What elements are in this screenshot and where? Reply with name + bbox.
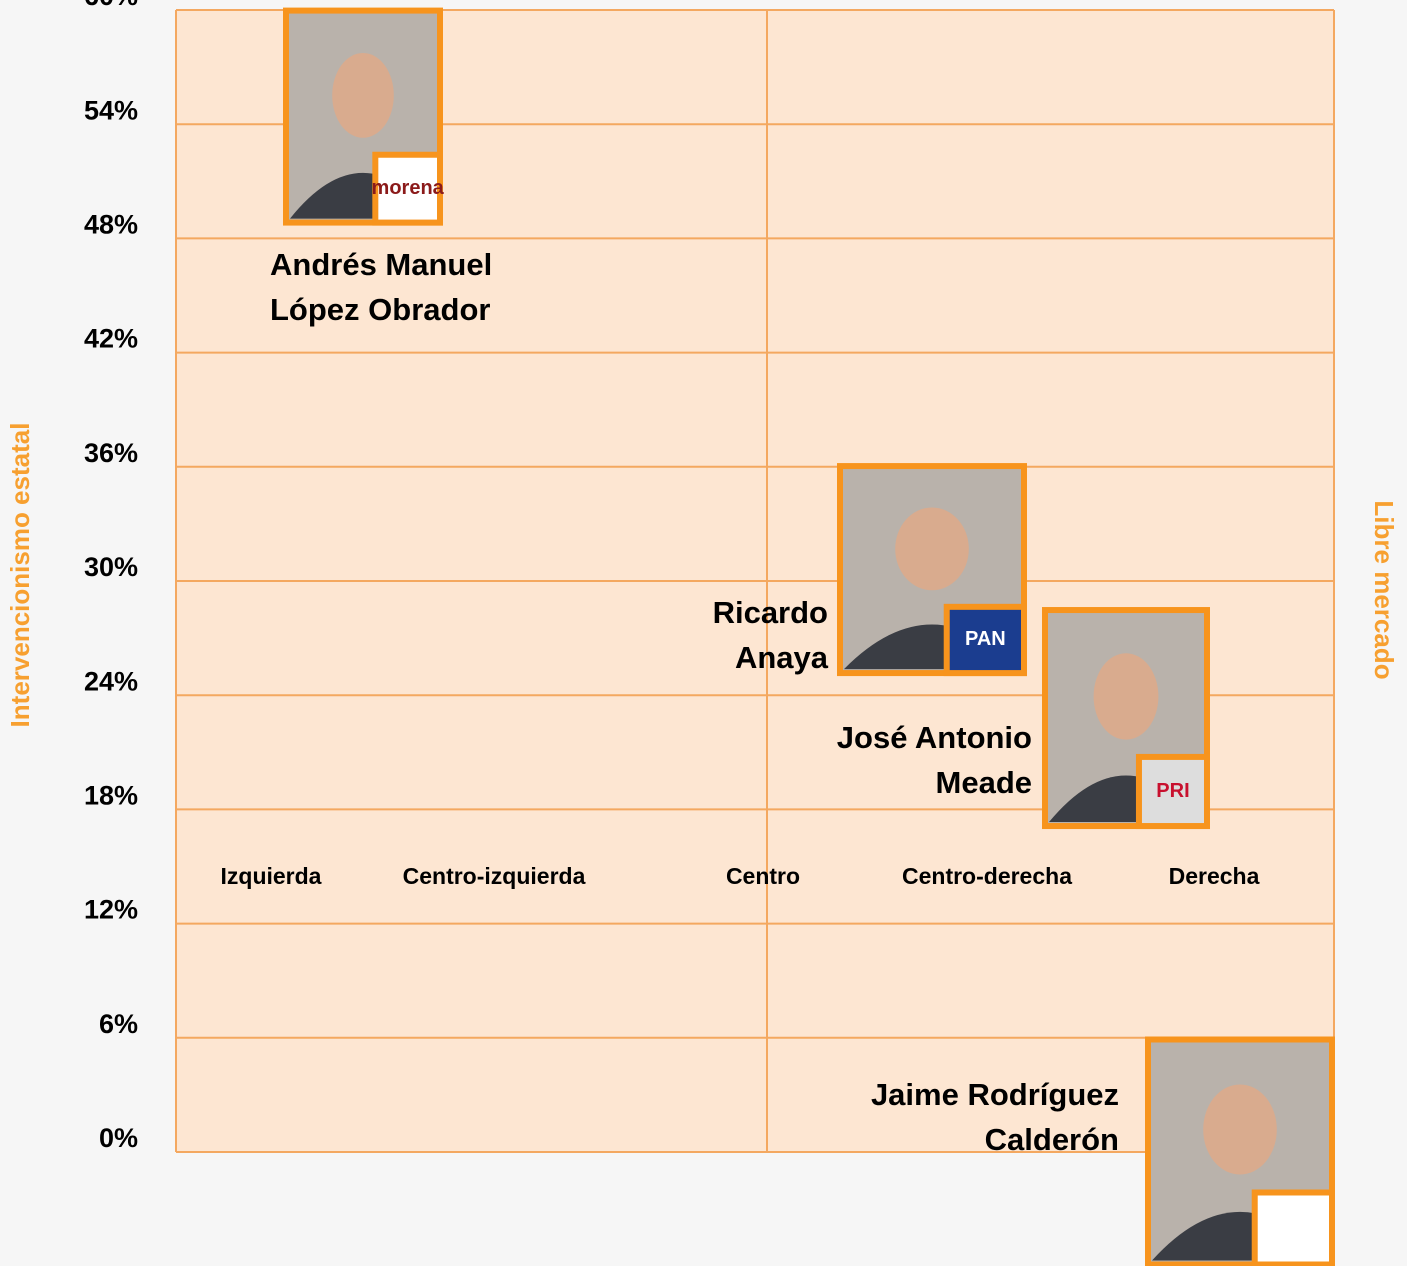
category-label: Centro-izquierda (403, 863, 586, 889)
face (1094, 653, 1159, 739)
y-tick-label: 36% (84, 438, 138, 468)
y-tick-label: 42% (84, 324, 138, 354)
category-label: Izquierda (221, 863, 322, 889)
y-tick-label: 12% (84, 895, 138, 925)
face (895, 507, 969, 590)
candidate-name: Ricardo (713, 595, 828, 630)
party-name: morena (372, 177, 445, 199)
y-tick-label: 48% (84, 210, 138, 240)
category-label: Centro-derecha (902, 863, 1072, 889)
category-label: Centro (726, 863, 800, 889)
category-label: Derecha (1169, 863, 1260, 889)
chart: Intervencionismo estatal Libre mercado 0… (0, 0, 1407, 1266)
candidate-name: Andrés Manuel (270, 247, 492, 282)
face (1203, 1085, 1277, 1175)
candidate-name: López Obrador (270, 292, 490, 327)
y2-axis-title: Libre mercado (1369, 500, 1399, 679)
y-tick-label: 24% (84, 666, 138, 696)
candidate-name: José Antonio (837, 720, 1032, 755)
y-tick-label: 0% (99, 1123, 138, 1153)
candidate-name: Calderón (985, 1122, 1119, 1157)
face (332, 53, 394, 138)
y-tick-label: 30% (84, 552, 138, 582)
y-tick-label: 6% (99, 1009, 138, 1039)
y-axis-title: Intervencionismo estatal (5, 423, 35, 728)
y-tick-label: 60% (84, 0, 138, 11)
party-name: PRI (1156, 780, 1189, 802)
y-tick-label: 18% (84, 781, 138, 811)
party-name: PAN (965, 628, 1006, 650)
candidate-name: Meade (936, 765, 1032, 800)
candidate-name: Jaime Rodríguez (871, 1077, 1119, 1112)
candidate-name: Anaya (735, 640, 829, 675)
y-tick-label: 54% (84, 95, 138, 125)
party-logo (1255, 1193, 1332, 1265)
